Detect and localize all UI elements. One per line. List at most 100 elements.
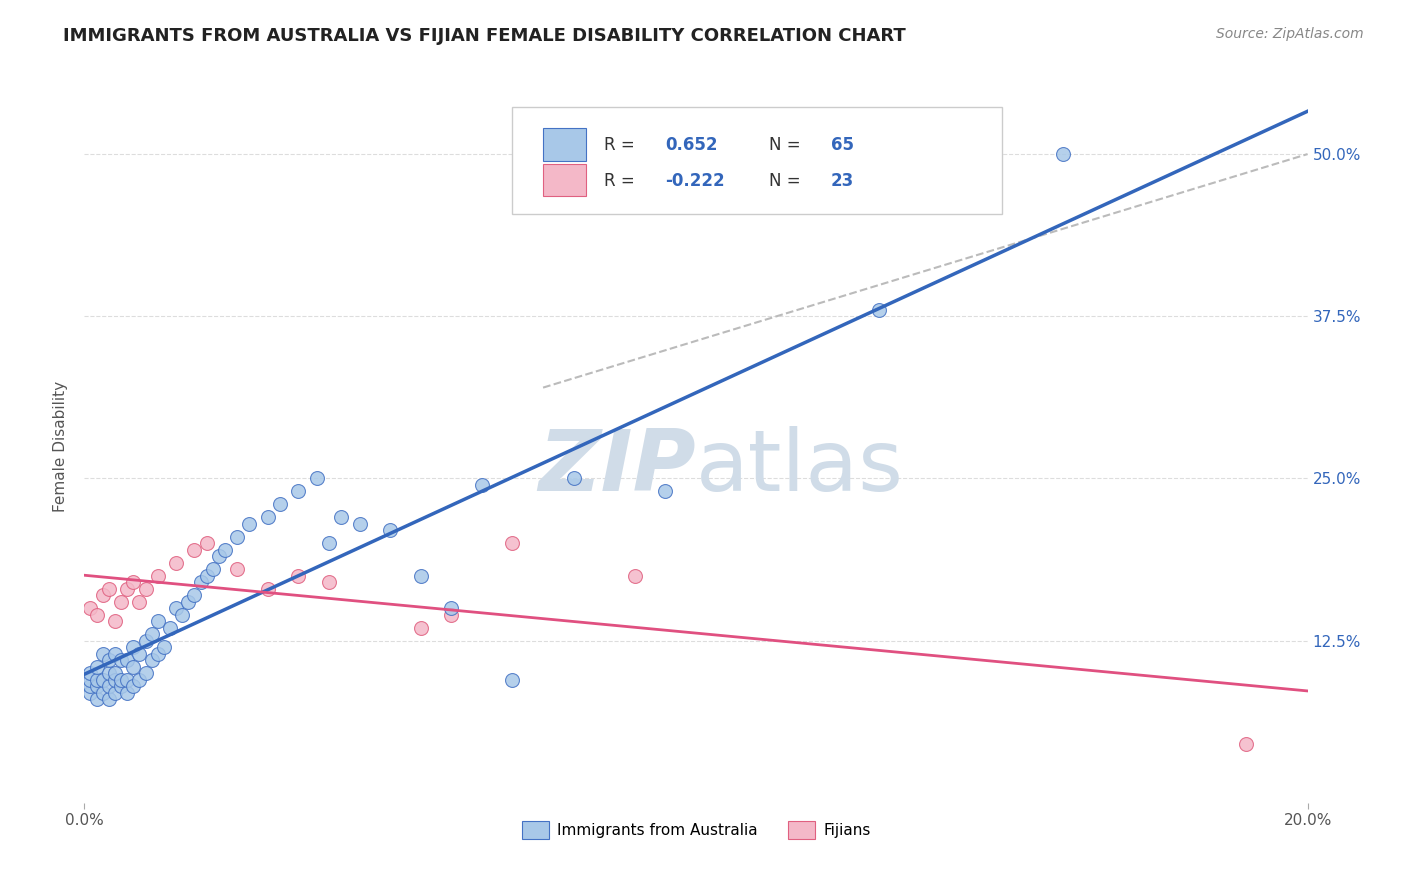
Text: Source: ZipAtlas.com: Source: ZipAtlas.com <box>1216 27 1364 41</box>
Point <box>1236 738 1258 752</box>
Point <box>86 659 108 673</box>
Point <box>79 679 101 693</box>
Point <box>165 556 187 570</box>
Point <box>115 582 138 596</box>
Text: 23: 23 <box>831 171 853 189</box>
Point <box>97 679 120 693</box>
Point <box>208 549 231 564</box>
Point <box>330 510 353 524</box>
Point <box>91 673 114 687</box>
Point <box>440 607 463 622</box>
Point <box>104 673 127 687</box>
Point <box>110 653 132 667</box>
Text: 65: 65 <box>831 136 853 153</box>
Point <box>97 582 120 596</box>
Point <box>79 666 101 681</box>
Point <box>141 627 163 641</box>
Text: N =: N = <box>769 171 806 189</box>
Point <box>287 484 309 499</box>
Point <box>97 653 120 667</box>
Point <box>146 614 169 628</box>
Point <box>79 673 101 687</box>
Point <box>159 621 181 635</box>
Text: R =: R = <box>605 171 640 189</box>
Point <box>128 647 150 661</box>
Point <box>86 673 108 687</box>
Point <box>869 302 891 317</box>
Text: ZIP: ZIP <box>538 425 696 509</box>
Y-axis label: Female Disability: Female Disability <box>53 380 69 512</box>
Point <box>97 666 120 681</box>
Text: IMMIGRANTS FROM AUSTRALIA VS FIJIAN FEMALE DISABILITY CORRELATION CHART: IMMIGRANTS FROM AUSTRALIA VS FIJIAN FEMA… <box>63 27 905 45</box>
Point <box>115 685 138 699</box>
Legend: Immigrants from Australia, Fijians: Immigrants from Australia, Fijians <box>516 815 876 845</box>
Point <box>110 673 132 687</box>
Point <box>287 568 309 582</box>
Point <box>183 542 205 557</box>
Point <box>257 582 280 596</box>
Point <box>380 524 402 538</box>
Point <box>115 653 138 667</box>
Point <box>624 568 647 582</box>
Point <box>104 614 127 628</box>
Point <box>562 471 585 485</box>
Point <box>135 633 157 648</box>
Text: -0.222: -0.222 <box>665 171 725 189</box>
Point <box>409 568 432 582</box>
FancyBboxPatch shape <box>543 164 586 196</box>
FancyBboxPatch shape <box>543 128 586 161</box>
Point <box>122 679 145 693</box>
Point <box>257 510 280 524</box>
Point <box>122 575 145 590</box>
Point <box>318 575 340 590</box>
Point <box>471 478 494 492</box>
Point <box>146 647 169 661</box>
Point <box>104 647 127 661</box>
Point <box>86 679 108 693</box>
Point <box>115 673 138 687</box>
Point <box>502 673 524 687</box>
Point <box>226 562 249 576</box>
Text: R =: R = <box>605 136 640 153</box>
Point <box>86 607 108 622</box>
Point <box>177 595 200 609</box>
Point <box>195 536 218 550</box>
Point <box>146 568 169 582</box>
Point <box>141 653 163 667</box>
Point <box>201 562 224 576</box>
Text: 0.652: 0.652 <box>665 136 718 153</box>
Text: atlas: atlas <box>696 425 904 509</box>
FancyBboxPatch shape <box>513 107 1002 214</box>
Point <box>79 685 101 699</box>
Point <box>165 601 187 615</box>
Point <box>91 588 114 602</box>
Point <box>135 666 157 681</box>
Point <box>654 484 676 499</box>
Point <box>104 685 127 699</box>
Point <box>409 621 432 635</box>
Point <box>104 666 127 681</box>
Point <box>183 588 205 602</box>
Point <box>122 659 145 673</box>
Point <box>318 536 340 550</box>
Point <box>226 530 249 544</box>
Point <box>91 647 114 661</box>
Point <box>122 640 145 654</box>
Point <box>110 679 132 693</box>
Point <box>195 568 218 582</box>
Point <box>214 542 236 557</box>
Point <box>135 582 157 596</box>
Point <box>440 601 463 615</box>
Point <box>86 692 108 706</box>
Point <box>172 607 194 622</box>
Point <box>91 685 114 699</box>
Point <box>269 497 291 511</box>
Point <box>502 536 524 550</box>
Point <box>190 575 212 590</box>
Point <box>97 692 120 706</box>
Point <box>238 516 260 531</box>
Point <box>349 516 371 531</box>
Point <box>1052 147 1074 161</box>
Point <box>305 471 328 485</box>
Point <box>128 595 150 609</box>
